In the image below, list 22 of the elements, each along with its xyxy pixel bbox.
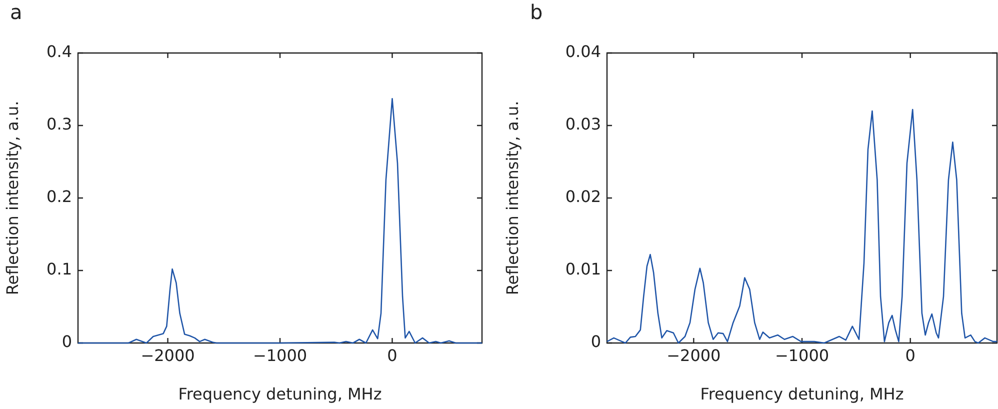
y-tick-label: 0.03	[565, 114, 601, 134]
y-axis-title: Reflection intensity, a.u.	[2, 100, 22, 296]
y-tick-label: 0	[62, 332, 72, 352]
x-tick-label: 0	[387, 346, 398, 365]
x-tick-label: −1000	[774, 346, 830, 365]
y-tick-label: 0.02	[565, 187, 601, 206]
x-axis-title: Frequency detuning, MHz	[178, 384, 382, 404]
y-tick-label: 0.3	[46, 114, 72, 134]
y-tick-label: 0.01	[565, 260, 601, 279]
y-axis-title: Reflection intensity, a.u.	[502, 100, 522, 296]
y-tick-label: 0.4	[46, 42, 72, 62]
y-tick-label: 0.04	[565, 42, 601, 62]
x-tick-label: 0	[905, 346, 916, 365]
y-tick-label: 0	[590, 332, 601, 352]
x-tick-label: −2000	[666, 346, 721, 365]
x-tick-label: −1000	[252, 346, 308, 365]
x-tick-label: −2000	[140, 346, 195, 365]
chart-title: a	[10, 0, 22, 24]
y-tick-label: 0.2	[46, 187, 72, 206]
chart-title: b	[530, 0, 543, 24]
y-tick-label: 0.1	[46, 260, 72, 279]
x-axis-title: Frequency detuning, MHz	[700, 384, 904, 404]
